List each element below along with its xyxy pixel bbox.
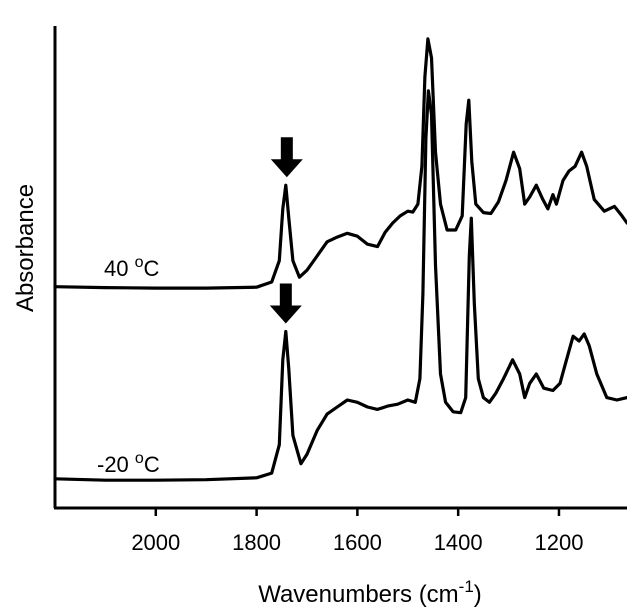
- trace-label-2: -20 oC: [97, 450, 160, 477]
- trace-labels: 40 oC -20 oC: [97, 254, 160, 477]
- spectrum-traces: [53, 37, 627, 482]
- y-axis-title: Absorbance: [12, 184, 39, 312]
- spectrum-trace-2: [53, 89, 627, 482]
- x-axis-ticks: [154, 508, 561, 516]
- x-tick-label-1400: 1400: [434, 530, 483, 555]
- peak-arrow-2: [269, 283, 302, 324]
- x-axis-title: Wavenumbers (cm-1): [258, 577, 482, 608]
- spectrum-trace-1: [53, 37, 627, 290]
- x-tick-label-2000: 2000: [131, 530, 180, 555]
- trace-label-1: 40 oC: [104, 254, 160, 281]
- peak-arrow-1: [270, 137, 303, 178]
- x-axis-tick-labels: 2000 1800 1600 1400 1200: [131, 530, 583, 555]
- x-tick-label-1800: 1800: [232, 530, 281, 555]
- x-tick-label-1200: 1200: [534, 530, 583, 555]
- peak-arrows: [269, 137, 303, 324]
- x-tick-label-1600: 1600: [333, 530, 382, 555]
